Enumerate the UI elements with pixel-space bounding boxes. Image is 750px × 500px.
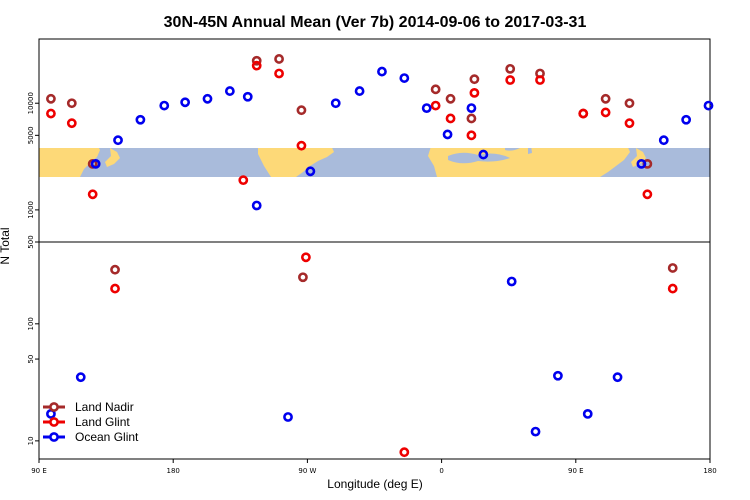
y-axis-label: N Total: [0, 227, 12, 264]
ocean-glint-point: [582, 408, 593, 419]
land-glint-point: [251, 60, 262, 71]
land-nadir-point: [600, 93, 611, 104]
land-glint-point: [301, 252, 311, 263]
land-nadir-point: [466, 113, 477, 124]
y-axis-lower: 10 50 100: [27, 317, 39, 445]
lower-panel-frame: [38, 241, 711, 460]
y-tick-label: 100: [27, 317, 35, 330]
x-tick-label: 90 W: [298, 467, 316, 475]
upper-panel-frame: [38, 38, 711, 243]
y-tick-label: 500: [27, 235, 35, 248]
y-tick-label: 5000: [27, 126, 35, 144]
ocean-glint-point: [478, 149, 489, 160]
ocean-glint-point: [224, 86, 235, 96]
ocean-glint-point: [75, 372, 86, 383]
y-axis-upper: 500 1000 5000 10000: [27, 92, 39, 249]
ocean-glint-point: [658, 135, 669, 146]
world-map-band: [39, 148, 710, 177]
ocean-glint-point: [530, 426, 541, 437]
land-glint-point: [642, 189, 653, 200]
ocean-glint-point: [636, 158, 647, 169]
legend-label-land-nadir: Land Nadir: [75, 400, 134, 414]
ocean-glint-point: [506, 276, 517, 287]
land-glint-point: [667, 283, 678, 294]
land-glint-point: [505, 75, 516, 85]
land-glint-point: [445, 113, 456, 124]
land-glint-point: [110, 283, 120, 294]
land-nadir-point: [296, 105, 307, 116]
land-glint-point: [399, 447, 410, 458]
land-nadir-point: [469, 74, 480, 85]
y-tick-label: 10000: [27, 92, 35, 114]
ocean-glint-point: [202, 93, 213, 104]
land-nadir-point: [445, 93, 456, 104]
land-glint-point: [578, 108, 589, 119]
land-nadir-point: [667, 263, 678, 273]
land-glint-point: [87, 189, 98, 200]
land-glint-point: [469, 87, 480, 98]
land-nadir-point: [298, 272, 308, 283]
ocean-glint-point: [113, 135, 123, 146]
ocean-glint-point: [703, 100, 714, 111]
x-tick-label: 0: [439, 467, 443, 475]
x-tick-label: 180: [703, 467, 716, 475]
land-glint-point: [274, 68, 284, 79]
legend-marker-land-nadir: [49, 402, 59, 412]
ocean-glint-point: [399, 73, 410, 83]
land-nadir-point: [66, 98, 77, 109]
ocean-glint-point: [330, 98, 341, 109]
x-tick-label: 90 E: [31, 467, 47, 475]
ocean-glint-point: [421, 103, 432, 114]
land-glint-point: [296, 140, 307, 151]
land-nadir-point: [274, 54, 284, 64]
x-tick-label: 90 E: [568, 467, 584, 475]
land-glint-point: [46, 108, 56, 119]
ocean-glint-point: [553, 370, 563, 381]
x-axis-label: Longitude (deg E): [327, 477, 422, 491]
ocean-glint-point: [612, 372, 623, 383]
land-nadir-point: [624, 98, 635, 109]
legend-marker-land-glint: [49, 417, 59, 427]
ocean-glint-point: [466, 103, 477, 114]
land-glint-point: [66, 118, 77, 129]
data-points: [46, 54, 714, 458]
y-tick-label: 10: [27, 436, 35, 445]
land-glint-point: [535, 75, 545, 85]
land-glint-point: [600, 107, 611, 118]
land-nadir-point: [251, 55, 262, 66]
ocean-glint-point: [681, 114, 692, 125]
land-glint-point: [466, 130, 477, 141]
y-tick-label: 50: [27, 355, 35, 364]
ocean-glint-point: [354, 86, 365, 96]
ocean-glint-point: [377, 66, 387, 77]
legend-label-land-glint: Land Glint: [75, 415, 130, 429]
ocean-glint-point: [135, 114, 146, 125]
ocean-glint-point: [159, 100, 170, 111]
chart-title: 30N-45N Annual Mean (Ver 7b) 2014-09-06 …: [164, 14, 587, 31]
ocean-glint-point: [251, 200, 262, 211]
land-nadir-point: [430, 84, 441, 95]
land-glint-point: [624, 118, 635, 129]
land-nadir-point: [46, 93, 56, 104]
land-nadir-point: [505, 63, 516, 74]
ocean-glint-point: [442, 129, 453, 140]
y-tick-label: 1000: [27, 201, 35, 219]
legend-marker-ocean-glint: [49, 432, 59, 442]
land-glint-point: [238, 175, 249, 186]
ocean-glint-point: [180, 97, 191, 108]
land-glint-point: [430, 100, 441, 111]
ocean-glint-point: [305, 166, 316, 177]
ocean-glint-point: [283, 412, 293, 422]
ocean-glint-point: [242, 91, 253, 102]
x-tick-label: 180: [167, 467, 180, 475]
legend-label-ocean-glint: Ocean Glint: [75, 430, 139, 444]
ocean-glint-point: [90, 158, 101, 169]
land-nadir-point: [110, 264, 120, 275]
x-axis: 90 E 180 90 W 0 90 E 180: [31, 459, 717, 475]
